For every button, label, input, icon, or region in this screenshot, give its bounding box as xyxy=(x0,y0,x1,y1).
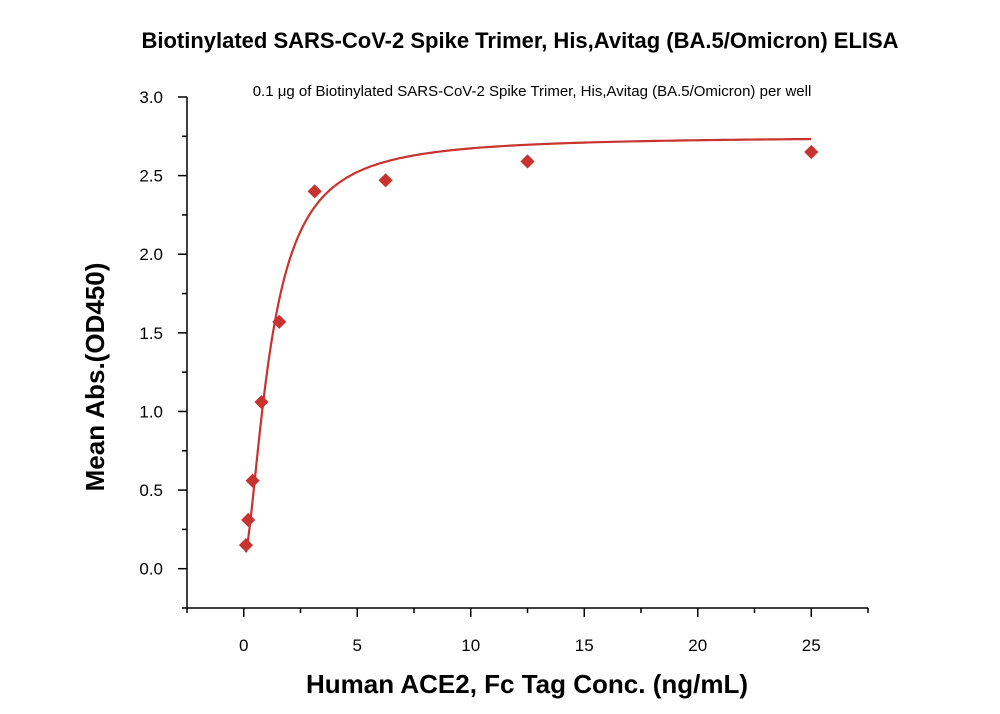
data-point xyxy=(307,184,322,199)
x-axis-label: Human ACE2, Fc Tag Conc. (ng/mL) xyxy=(306,669,748,699)
y-tick-label: 2.0 xyxy=(139,245,163,264)
x-tick-label: 5 xyxy=(353,636,362,655)
data-point xyxy=(241,512,256,528)
chart-annotation: 0.1 μg of Biotinylated SARS-CoV-2 Spike … xyxy=(253,83,812,100)
y-tick-label: 1.5 xyxy=(139,324,163,343)
fit-curve-group xyxy=(244,137,812,553)
x-tick-label: 10 xyxy=(461,636,480,655)
y-axis-label: Mean Abs.(OD450) xyxy=(80,263,110,492)
y-tick-label: 2.5 xyxy=(139,167,163,186)
data-point xyxy=(245,473,260,488)
data-point xyxy=(804,144,819,160)
axes xyxy=(186,97,868,609)
y-tick-label: 3.0 xyxy=(139,88,163,107)
data-points xyxy=(238,144,819,553)
x-tick-label: 15 xyxy=(575,636,594,655)
data-point xyxy=(238,538,254,553)
x-tick-label: 25 xyxy=(802,636,821,655)
x-tick-label: 20 xyxy=(688,636,707,655)
y-tick-label: 0.5 xyxy=(139,481,163,500)
y-tick-label: 0.0 xyxy=(139,560,163,579)
y-tick-label: 1.0 xyxy=(139,402,163,421)
fit-curve xyxy=(244,137,812,553)
x-tick-label: 0 xyxy=(239,636,248,655)
chart-title: Biotinylated SARS-CoV-2 Spike Trimer, Hi… xyxy=(141,28,898,53)
data-point xyxy=(254,394,269,410)
data-point xyxy=(520,154,535,169)
data-point xyxy=(378,173,393,188)
ticks: 0.0 0.5 1.0 1.5 2.0 2.5 3.0 0 5 10 15 20 25 xyxy=(139,88,869,655)
data-point xyxy=(272,314,287,329)
